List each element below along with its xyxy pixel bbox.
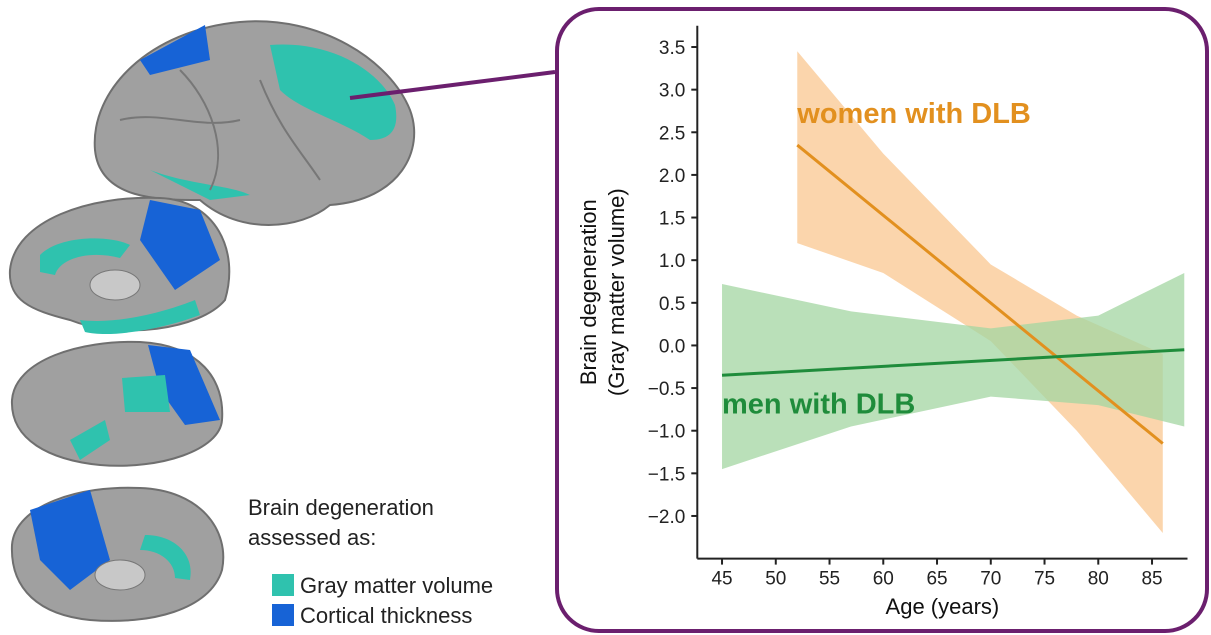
y-tick-label: −0.5 [648, 379, 686, 400]
x-tick-label: 55 [819, 569, 840, 590]
x-tick-label: 60 [873, 569, 894, 590]
y-tick-label: 0.0 [659, 336, 685, 357]
legend-title: Brain degeneration [248, 495, 434, 520]
figure: women with DLB men with DLB 3.5 3.0 2.5 2.0 1.… [0, 0, 1211, 635]
x-axis-title: Age (years) [886, 594, 1000, 619]
legend-title: assessed as: [248, 525, 376, 550]
y-tick-label: 1.0 [659, 251, 685, 272]
x-tick-label: 70 [980, 569, 1001, 590]
legend-swatch [272, 604, 294, 626]
y-axis-title: (Gray matter volume) [604, 188, 629, 396]
y-tick-label: 0.5 [659, 294, 685, 315]
y-tick-label: 2.0 [659, 166, 685, 187]
y-tick-label: 3.0 [659, 81, 685, 102]
series-label: men with DLB [722, 388, 915, 420]
x-tick-label: 45 [711, 569, 732, 590]
y-tick-label: −1.0 [648, 422, 686, 443]
y-tick-label: 3.5 [659, 38, 685, 59]
y-tick-label: 1.5 [659, 209, 685, 230]
y-tick-label: 2.5 [659, 123, 685, 144]
x-tick-label: 85 [1141, 569, 1162, 590]
x-tick-label: 65 [926, 569, 947, 590]
y-tick-label: −1.5 [648, 464, 686, 485]
legend-swatch [272, 574, 294, 596]
x-tick-label: 80 [1088, 569, 1109, 590]
x-tick-label: 50 [765, 569, 786, 590]
legend-label: Gray matter volume [300, 573, 493, 598]
x-tick-label: 75 [1034, 569, 1055, 590]
y-axis-title: Brain degeneration [576, 199, 601, 385]
y-tick-label: −2.0 [648, 507, 686, 528]
legend-label: Cortical thickness [300, 603, 472, 628]
series-label: women with DLB [796, 98, 1031, 130]
